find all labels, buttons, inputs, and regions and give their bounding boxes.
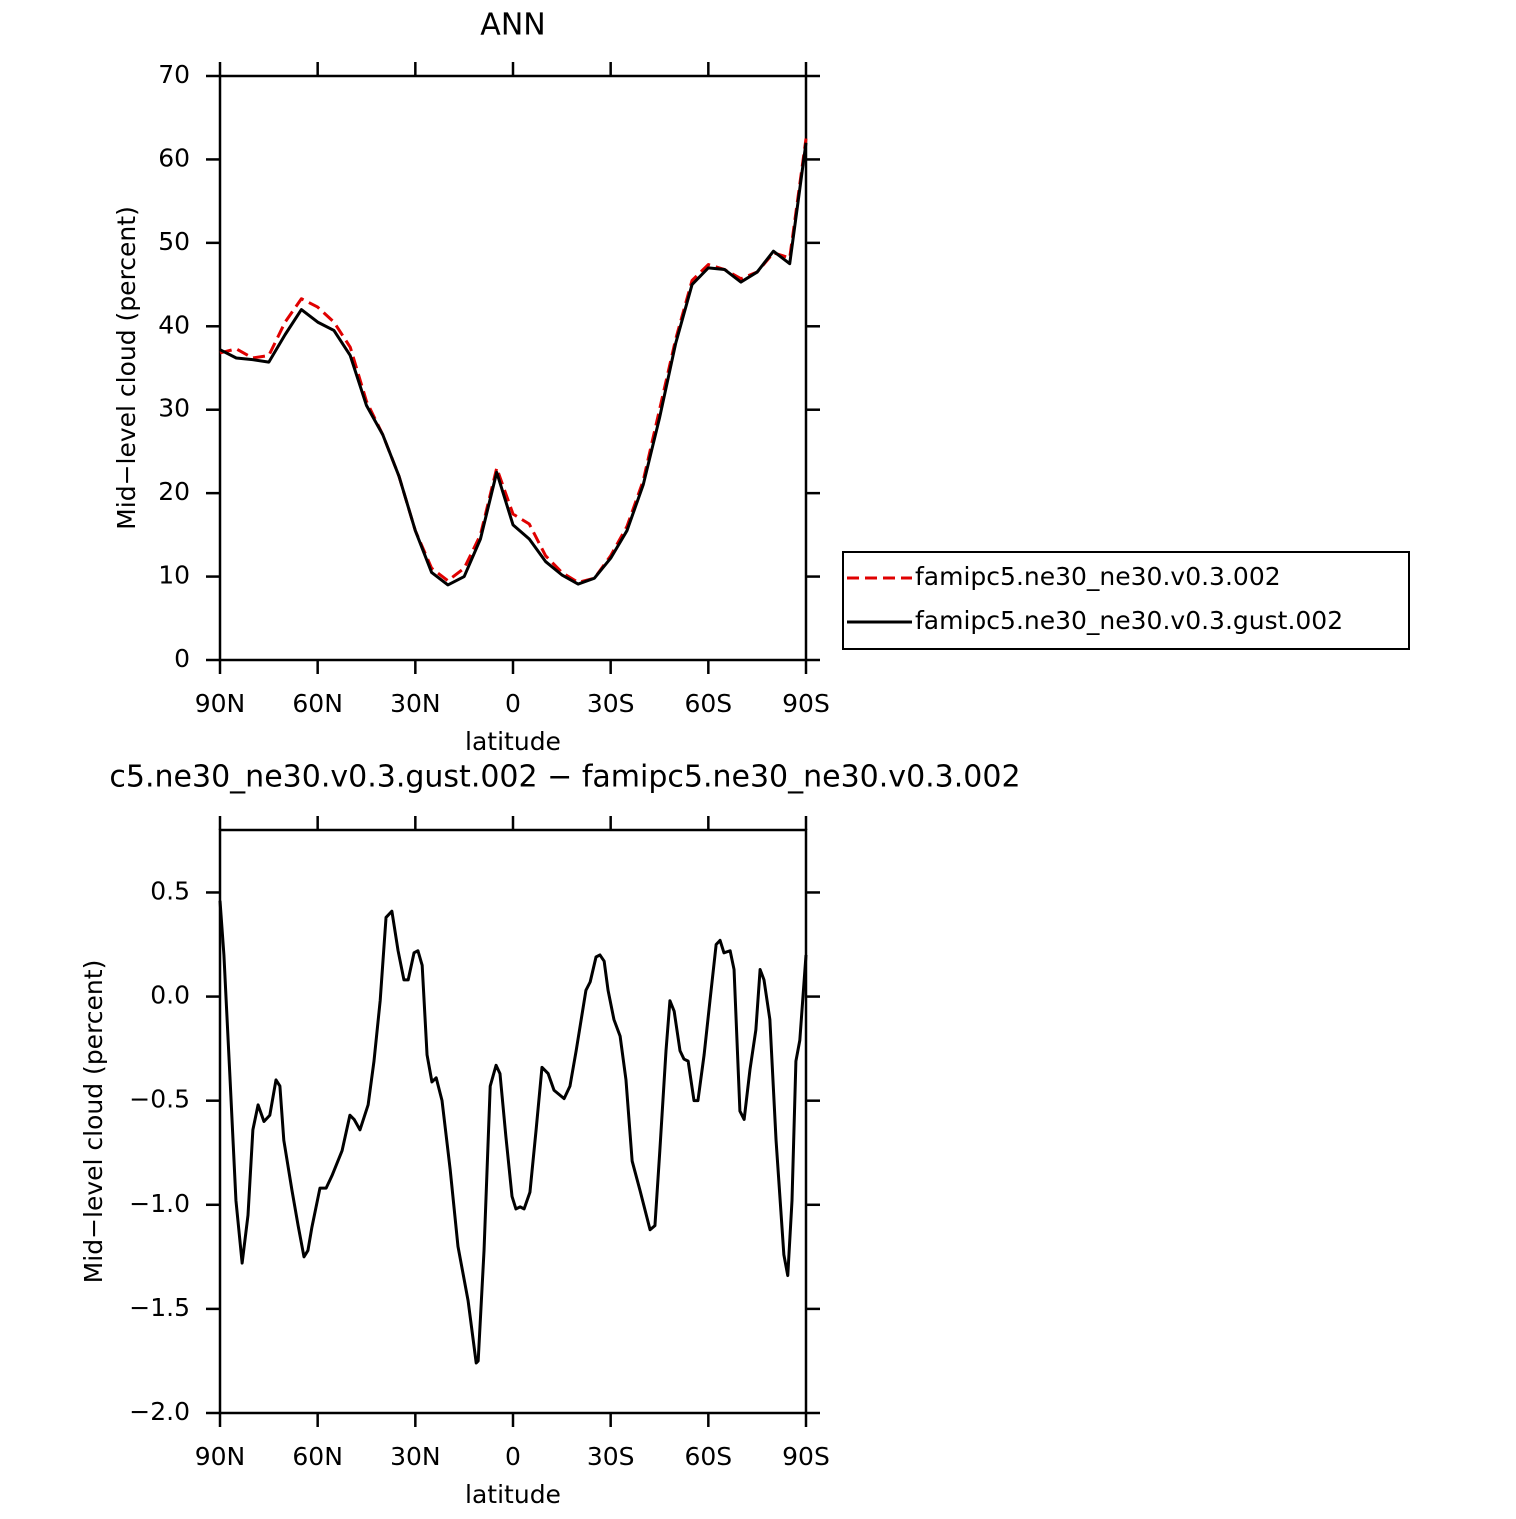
x-axis-label: latitude xyxy=(465,1480,561,1509)
y-tick-label: 40 xyxy=(158,310,190,339)
x-tick-label: 90N xyxy=(195,689,246,718)
x-tick-label: 30S xyxy=(587,1442,635,1471)
y-tick-label: −0.5 xyxy=(129,1085,190,1114)
legend-label: famipc5.ne30_ne30.v0.3.002 xyxy=(915,562,1281,591)
x-tick-label: 60S xyxy=(684,689,732,718)
y-tick-label: 60 xyxy=(158,143,190,172)
x-axis-label: latitude xyxy=(465,727,561,756)
x-tick-label: 0 xyxy=(505,689,521,718)
y-tick-label: 10 xyxy=(158,561,190,590)
data-line xyxy=(218,900,808,1365)
data-line xyxy=(219,138,808,584)
x-tick-label: 60S xyxy=(684,1442,732,1471)
x-tick-label: 0 xyxy=(505,1442,521,1471)
y-tick-label: −1.0 xyxy=(129,1189,190,1218)
x-tick-label: 90S xyxy=(782,1442,830,1471)
y-axis-label: Mid−level cloud (percent) xyxy=(79,960,108,1284)
y-tick-label: 0.5 xyxy=(150,876,190,905)
x-tick-label: 30N xyxy=(390,1442,441,1471)
y-tick-label: −1.5 xyxy=(129,1293,190,1322)
y-tick-label: 20 xyxy=(158,477,190,506)
data-line xyxy=(219,142,808,587)
x-tick-label: 60N xyxy=(292,1442,343,1471)
chart-title: c5.ne30_ne30.v0.3.gust.002 − famipc5.ne3… xyxy=(109,760,1020,795)
y-tick-label: 0 xyxy=(174,644,190,673)
y-tick-label: 30 xyxy=(158,394,190,423)
plot-frame xyxy=(218,74,808,662)
y-tick-label: 0.0 xyxy=(150,981,190,1010)
legend-label: famipc5.ne30_ne30.v0.3.gust.002 xyxy=(915,606,1343,635)
x-tick-label: 30N xyxy=(390,689,441,718)
x-tick-label: 60N xyxy=(292,689,343,718)
y-tick-label: −2.0 xyxy=(129,1397,190,1426)
plot-frame xyxy=(218,828,808,1415)
chart-title: ANN xyxy=(480,8,545,43)
y-tick-label: 70 xyxy=(158,60,190,89)
x-tick-label: 90N xyxy=(195,1442,246,1471)
legend-box xyxy=(842,551,1410,650)
x-tick-label: 90S xyxy=(782,689,830,718)
y-axis-label: Mid−level cloud (percent) xyxy=(112,206,141,530)
y-tick-label: 50 xyxy=(158,227,190,256)
x-tick-label: 30S xyxy=(587,689,635,718)
